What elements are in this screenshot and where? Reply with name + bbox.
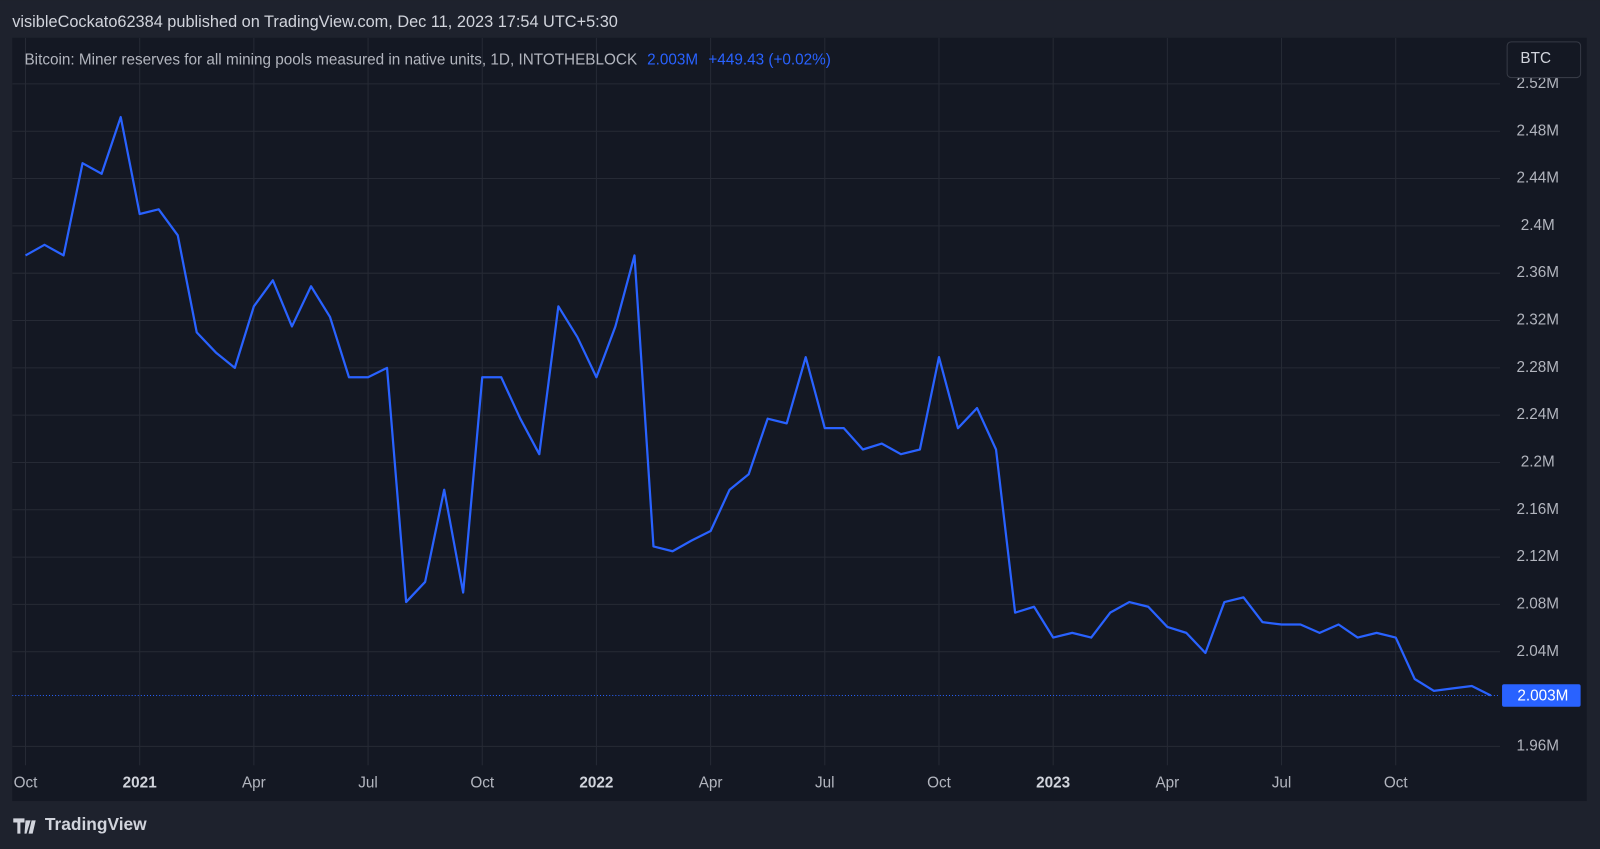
y-tick-label: 2.2M xyxy=(1521,454,1555,471)
y-tick-label: 2.32M xyxy=(1516,312,1559,329)
y-tick-label: 2.08M xyxy=(1516,595,1559,612)
unit-button[interactable] xyxy=(1506,41,1582,79)
x-tick-label: 2022 xyxy=(579,775,613,792)
logo-icon xyxy=(13,818,36,834)
axes: 1.96M 2.04M 2.08M 2.12M 2.16M 2.2M 2.24M 2.28M 2… xyxy=(14,75,1581,792)
y-tick-label: 2.52M xyxy=(1516,75,1559,92)
x-tick-label: Jul xyxy=(1272,775,1292,792)
x-tick-label: Jul xyxy=(358,775,378,792)
x-tick-label: Apr xyxy=(242,775,266,792)
y-tick-label: 2.36M xyxy=(1516,264,1559,281)
last-value-tag xyxy=(1502,684,1581,707)
series-line xyxy=(24,115,1492,697)
published-note: visibleCockato62384 published on Trading… xyxy=(12,13,618,31)
x-tick-label: Oct xyxy=(927,775,952,792)
y-tick-label: 2.4M xyxy=(1521,217,1555,234)
unit-button-label[interactable]: BTC xyxy=(1520,50,1551,67)
x-tick-label: Jul xyxy=(815,775,835,792)
footer-logo: TradingView xyxy=(13,814,147,834)
legend: Bitcoin: Miner reserves for all mining p… xyxy=(24,51,830,68)
last-value-label: 2.003M xyxy=(1517,688,1568,705)
legend-change: +449.43 (+0.02%) xyxy=(708,51,830,68)
x-tick-label: Apr xyxy=(1155,775,1179,792)
chart-panel xyxy=(12,37,1587,802)
x-tick-label: Oct xyxy=(470,775,495,792)
legend-series-name: Bitcoin: Miner reserves for all mining p… xyxy=(24,51,637,68)
y-tick-label: 2.24M xyxy=(1516,406,1559,423)
y-tick-label: 2.48M xyxy=(1516,122,1559,139)
y-tick-label: 2.04M xyxy=(1516,643,1559,660)
x-tick-label: 2023 xyxy=(1036,775,1070,792)
y-tick-label: 2.44M xyxy=(1516,170,1559,187)
x-tick-label: Apr xyxy=(699,775,723,792)
brand: TradingView xyxy=(45,814,147,834)
y-tick-label: 2.12M xyxy=(1516,548,1559,565)
y-tick-label: 2.16M xyxy=(1516,501,1559,518)
y-tick-label: 2.28M xyxy=(1516,359,1559,376)
grid xyxy=(12,37,1500,766)
legend-value: 2.003M xyxy=(647,51,698,68)
x-tick-label: Oct xyxy=(1384,775,1409,792)
y-tick-label: 1.96M xyxy=(1516,737,1559,754)
x-tick-label: 2021 xyxy=(123,775,158,792)
x-tick-label: Oct xyxy=(14,775,39,792)
